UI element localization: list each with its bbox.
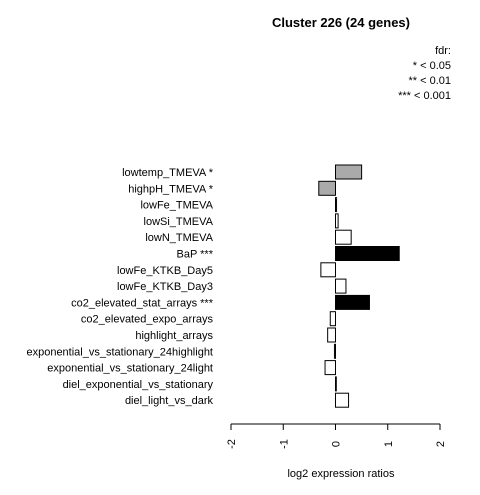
category-label: diel_exponential_vs_stationary	[63, 379, 214, 391]
legend: fdr: * < 0.05 ** < 0.01 *** < 0.001	[398, 45, 451, 102]
bar	[333, 343, 336, 359]
category-label: highlight_arrays	[135, 330, 213, 342]
x-tick-label: -1	[278, 439, 290, 449]
bar	[335, 376, 337, 392]
category-label: lowSi_TMEVA	[144, 216, 214, 228]
bar	[327, 327, 337, 343]
bar	[335, 164, 363, 180]
chart-title: Cluster 226 (24 genes)	[272, 15, 410, 30]
bar	[320, 262, 336, 278]
category-label: co2_elevated_stat_arrays ***	[71, 297, 214, 309]
category-label: co2_elevated_expo_arrays	[81, 314, 214, 326]
legend-line: *** < 0.001	[398, 90, 451, 102]
bar	[335, 246, 400, 261]
x-axis: -2 -1 0 1 2	[226, 423, 447, 449]
x-tick-label: 2	[435, 441, 447, 447]
legend-line: fdr:	[435, 45, 451, 57]
bar	[335, 278, 347, 294]
category-label: BaP ***	[177, 249, 214, 261]
x-axis-label: log2 expression ratios	[287, 468, 395, 480]
legend-line: * < 0.05	[413, 60, 451, 72]
bar	[335, 229, 352, 245]
bar	[318, 180, 336, 196]
bar	[335, 197, 338, 213]
bar	[324, 360, 336, 376]
category-label: exponential_vs_stationary_24light	[47, 363, 213, 375]
bar	[335, 392, 350, 408]
category-label: lowFe_TMEVA	[140, 200, 213, 212]
category-label: highpH_TMEVA *	[128, 183, 214, 195]
category-label: lowN_TMEVA	[145, 232, 213, 244]
x-tick-label: -2	[226, 439, 238, 449]
category-label: diel_light_vs_dark	[125, 395, 214, 407]
category-label: lowFe_KTKB_Day5	[117, 265, 213, 277]
bar	[329, 311, 336, 327]
bar	[335, 213, 339, 229]
category-label: lowtemp_TMEVA *	[122, 167, 214, 179]
x-tick-label: 0	[331, 441, 343, 447]
x-tick-label: 1	[383, 441, 395, 447]
bar	[335, 294, 370, 310]
legend-line: ** < 0.01	[408, 75, 451, 87]
category-label: exponential_vs_stationary_24highlight	[26, 346, 213, 358]
bars-group	[318, 164, 400, 408]
category-labels: lowtemp_TMEVA * highpH_TMEVA * lowFe_TMEVA…	[26, 167, 213, 407]
category-label: lowFe_KTKB_Day3	[117, 281, 213, 293]
